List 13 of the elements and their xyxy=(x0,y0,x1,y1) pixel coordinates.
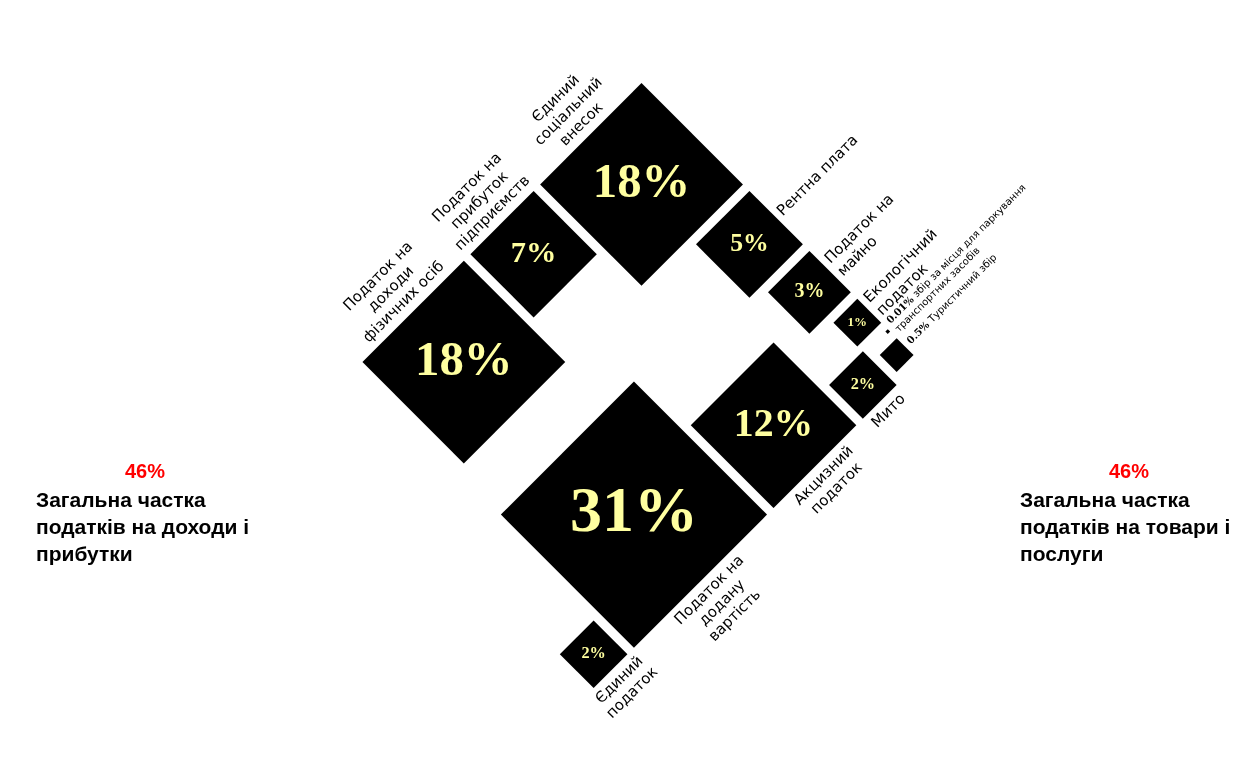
data-label: 31% xyxy=(569,474,698,546)
text: 46% xyxy=(124,459,166,484)
data-label: 18% xyxy=(415,331,513,386)
text: Загальна частка податків на доходи і прибутки xyxy=(36,487,251,567)
data-label: 5% xyxy=(730,228,769,258)
data-label: 3% xyxy=(794,279,825,302)
data-label: 2% xyxy=(581,644,606,663)
data-label: 2% xyxy=(850,375,876,394)
data-label: 1% xyxy=(847,314,868,330)
text: 46% xyxy=(1108,459,1150,484)
data-label: 18% xyxy=(592,154,691,208)
text: Загальна частка податків на товари і послуги xyxy=(1020,487,1232,567)
data-label: 12% xyxy=(733,400,814,445)
